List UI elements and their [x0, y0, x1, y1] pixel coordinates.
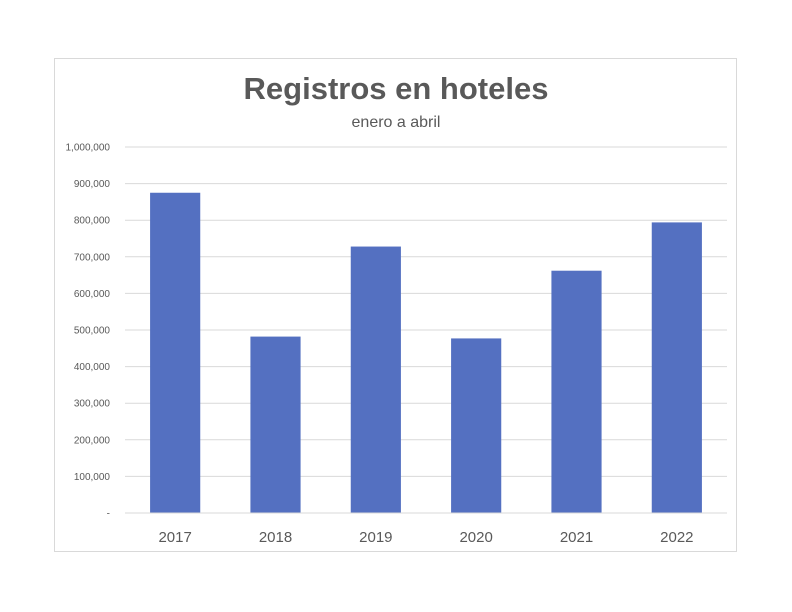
chart-subtitle: enero a abril — [351, 114, 441, 131]
y-axis-ticks: - 100,000 200,000 300,000 400,000 500,000 600,… — [66, 143, 111, 520]
y-tick-label: 300,000 — [74, 399, 111, 410]
x-tick-label: 2018 — [259, 529, 292, 546]
bars — [150, 192, 702, 513]
gridlines — [125, 146, 727, 477]
y-tick-label: 900,000 — [74, 179, 111, 190]
bar-2019 — [350, 246, 401, 513]
x-tick-label: 2017 — [158, 529, 191, 546]
chart-title: Registros en hoteles — [243, 71, 549, 106]
x-tick-label: 2022 — [660, 529, 693, 546]
x-tick-label: 2021 — [560, 529, 593, 546]
y-tick-label: 100,000 — [74, 472, 111, 483]
y-tick-label: 400,000 — [74, 362, 111, 373]
y-tick-label: 800,000 — [74, 216, 111, 227]
y-tick-label: 700,000 — [74, 252, 111, 263]
x-axis-ticks: 2017 2018 2019 2020 2021 2022 — [158, 529, 693, 546]
x-tick-label: 2020 — [459, 529, 492, 546]
bar-2017 — [150, 192, 201, 513]
y-tick-label: - — [107, 509, 110, 520]
bar-2021 — [551, 270, 602, 513]
y-tick-label: 200,000 — [74, 435, 111, 446]
bar-2022 — [651, 222, 702, 513]
x-tick-label: 2019 — [359, 529, 392, 546]
y-tick-label: 600,000 — [74, 289, 111, 300]
bar-2020 — [451, 338, 502, 513]
bar-2018 — [250, 336, 301, 513]
y-tick-label: 500,000 — [74, 326, 111, 337]
y-tick-label: 1,000,000 — [66, 143, 111, 154]
